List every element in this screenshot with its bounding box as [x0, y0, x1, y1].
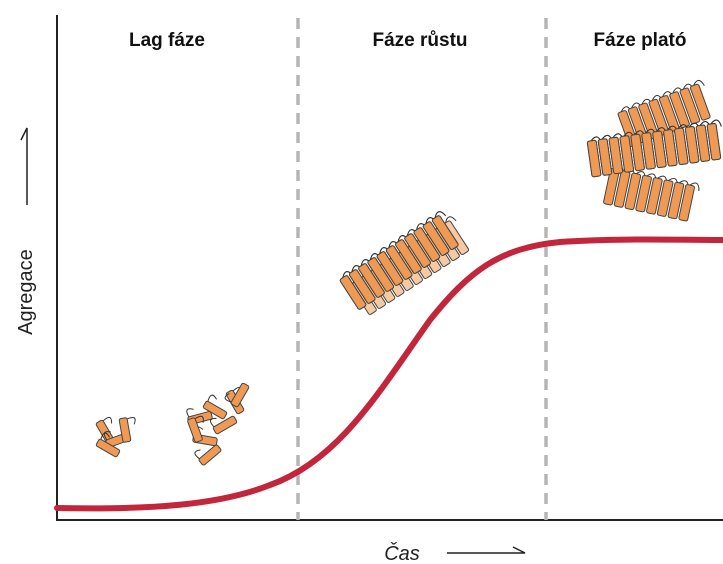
monomer — [209, 415, 238, 435]
fibril — [586, 119, 722, 178]
helix — [198, 444, 222, 466]
helix — [339, 275, 367, 310]
helix — [646, 177, 663, 215]
helix — [597, 138, 613, 176]
phase-label: Lag fáze — [129, 30, 205, 51]
helix — [358, 263, 385, 298]
helix — [95, 438, 121, 458]
helix — [230, 382, 250, 408]
loop — [434, 211, 446, 218]
loop — [445, 216, 457, 223]
helix — [706, 123, 722, 161]
helix — [376, 251, 404, 286]
helix — [395, 239, 422, 274]
monomer — [187, 415, 204, 443]
helix — [413, 227, 441, 262]
helix — [187, 417, 203, 443]
helix — [608, 136, 624, 175]
helix — [684, 126, 700, 164]
y-axis-arrow — [20, 127, 28, 205]
helix — [656, 179, 674, 217]
helix — [679, 87, 701, 125]
fibril — [339, 211, 459, 310]
loop — [710, 119, 722, 127]
monomer — [202, 394, 228, 420]
helix — [695, 124, 711, 162]
helix — [635, 174, 652, 213]
helix — [586, 139, 602, 178]
monomer — [95, 432, 121, 458]
helix — [630, 133, 645, 172]
helix — [367, 257, 395, 292]
helix — [404, 233, 431, 268]
monomer — [118, 416, 136, 443]
monomer — [224, 382, 250, 408]
x-axis-label: Čas — [384, 542, 420, 564]
helix — [678, 184, 695, 222]
aggregation-curve — [54, 236, 723, 512]
helix — [652, 130, 667, 169]
helix — [667, 181, 685, 220]
helix — [641, 132, 656, 170]
monomer — [194, 444, 222, 466]
helix — [348, 269, 376, 304]
helix — [212, 415, 238, 435]
phase-label: Fáze růstu — [372, 30, 467, 51]
protein-illustrations — [95, 79, 722, 466]
helix — [663, 129, 678, 167]
loop — [693, 79, 705, 87]
helix — [624, 172, 642, 211]
helix — [118, 417, 132, 443]
helix — [619, 135, 634, 173]
helix — [431, 215, 459, 250]
helix — [422, 221, 450, 256]
helix — [385, 245, 413, 280]
helix — [202, 400, 228, 420]
x-axis-arrow — [447, 546, 526, 554]
helix — [689, 83, 711, 121]
y-axis-label: Agregace — [15, 249, 37, 335]
helix — [669, 91, 690, 129]
helix — [674, 127, 689, 166]
phase-label: Fáze plató — [594, 30, 687, 51]
loop — [689, 182, 700, 192]
